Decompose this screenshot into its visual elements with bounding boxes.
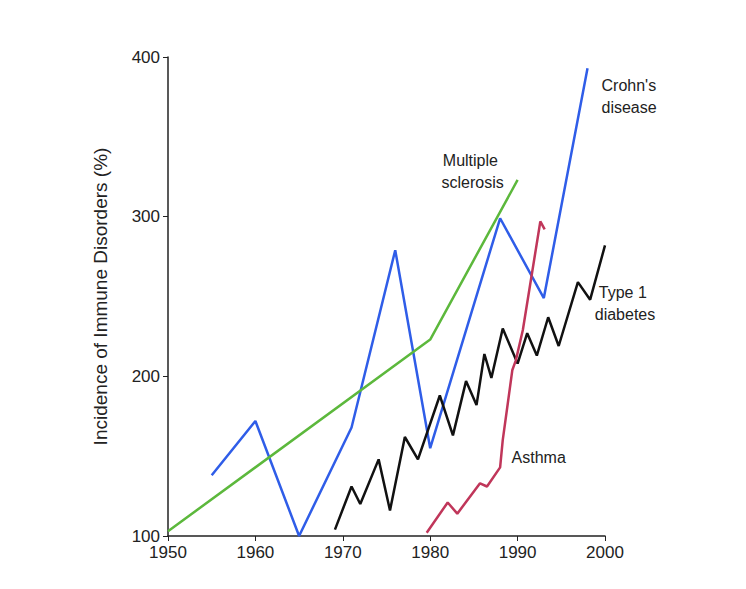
- svg-text:Crohn's: Crohn's: [602, 77, 661, 94]
- svg-text:1990: 1990: [499, 543, 537, 562]
- svg-text:200: 200: [132, 367, 160, 386]
- svg-text:2000: 2000: [586, 543, 624, 562]
- svg-text:Incidence of Immune Disorders: Incidence of Immune Disorders (%): [90, 148, 111, 446]
- svg-text:1950: 1950: [149, 543, 187, 562]
- svg-text:400: 400: [132, 48, 160, 67]
- svg-text:100: 100: [131, 526, 160, 546]
- svg-text:disease: disease: [602, 99, 657, 116]
- svg-text:1970: 1970: [324, 543, 362, 562]
- svg-text:diabetes: diabetes: [595, 306, 656, 323]
- svg-text:sclerosis: sclerosis: [441, 174, 503, 191]
- svg-text:Asthma: Asthma: [512, 449, 566, 466]
- svg-text:1960: 1960: [236, 543, 274, 562]
- svg-text:300: 300: [132, 207, 160, 226]
- svg-text:1980: 1980: [411, 543, 449, 562]
- svg-text:Multiple: Multiple: [443, 152, 503, 169]
- svg-text:Type 1: Type 1: [599, 284, 651, 301]
